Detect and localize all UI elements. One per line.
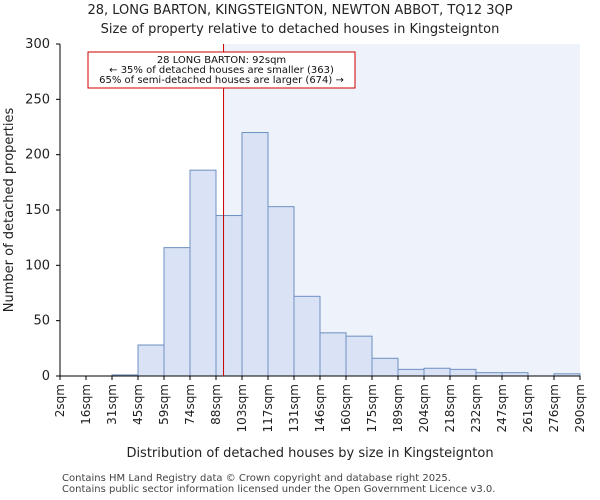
x-tick-label: 31sqm: [105, 384, 119, 425]
x-axis-label: Distribution of detached houses by size …: [126, 446, 493, 461]
x-tick-label: 45sqm: [131, 384, 145, 425]
x-tick-label: 146sqm: [313, 384, 327, 432]
x-tick-label: 247sqm: [495, 384, 509, 432]
x-tick-label: 232sqm: [469, 384, 483, 432]
y-tick-label: 200: [25, 148, 50, 163]
x-tick-label: 2sqm: [53, 384, 67, 417]
bar-146sqm: [319, 332, 347, 377]
bar-189sqm: [397, 368, 425, 377]
y-tick-label: 300: [25, 37, 50, 52]
x-tick-label: 59sqm: [157, 384, 171, 425]
y-axis-label: Number of detached properties: [2, 108, 17, 313]
bars-group: [111, 132, 581, 377]
bar-218sqm: [449, 368, 477, 377]
x-tick-label: 160sqm: [339, 384, 353, 432]
bar-131sqm: [293, 295, 321, 377]
footer-line2: Contains public sector information licen…: [62, 484, 496, 495]
bar-117sqm: [267, 206, 295, 377]
bar-160sqm: [345, 335, 373, 377]
x-tick-label: 204sqm: [417, 384, 431, 432]
y-tick-label: 50: [33, 314, 50, 329]
annotation-line1: 28 LONG BARTON: 92sqm: [157, 55, 286, 66]
chart-title-line1: 28, LONG BARTON, KINGSTEIGNTON, NEWTON A…: [87, 3, 512, 18]
bar-59sqm: [163, 247, 191, 377]
bar-45sqm: [137, 344, 165, 377]
x-tick-label: 74sqm: [183, 384, 197, 425]
x-tick-label: 103sqm: [235, 384, 249, 432]
x-tick-label: 189sqm: [391, 384, 405, 432]
y-tick-label: 0: [42, 369, 50, 384]
bar-175sqm: [371, 357, 399, 377]
x-tick-label: 88sqm: [209, 384, 223, 425]
x-tick-label: 218sqm: [443, 384, 457, 432]
bar-204sqm: [423, 367, 451, 377]
y-ticks-group: 0 50 100 150 200 250 300: [25, 37, 60, 384]
bar-74sqm: [189, 169, 217, 377]
x-tick-label: 117sqm: [261, 384, 275, 432]
bar-88sqm: [215, 215, 243, 377]
y-tick-label: 100: [25, 258, 50, 273]
x-ticks-group: 2sqm 16sqm 31sqm 45sqm 59sqm 74sqm 88sqm 103sqm…: [53, 376, 587, 432]
x-tick-label: 261sqm: [521, 384, 535, 432]
y-tick-label: 250: [25, 92, 50, 107]
annotation-line3: 65% of semi-detached houses are larger (…: [99, 75, 344, 86]
y-tick-label: 150: [25, 203, 50, 218]
bar-103sqm: [241, 132, 269, 377]
annotation-line2: ← 35% of detached houses are smaller (36…: [109, 65, 334, 76]
x-tick-label: 16sqm: [79, 384, 93, 425]
annotation-box: [87, 51, 356, 89]
x-tick-label: 131sqm: [287, 384, 301, 432]
footer-line1: Contains HM Land Registry data © Crown c…: [62, 473, 451, 484]
chart-title-line2: Size of property relative to detached ho…: [101, 22, 500, 37]
x-tick-label: 175sqm: [365, 384, 379, 432]
x-tick-label: 290sqm: [573, 384, 587, 432]
x-tick-label: 276sqm: [547, 384, 561, 432]
